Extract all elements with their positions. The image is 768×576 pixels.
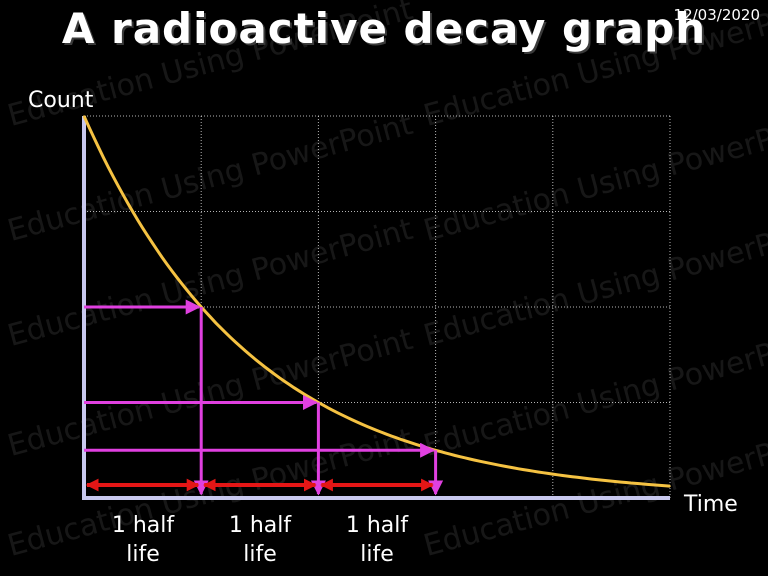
half-life-label-1: 1 half life [88,511,198,569]
curve-data-point [552,473,554,475]
curve-data-point [493,463,496,466]
curve-data-point [346,416,349,419]
curve-data-point [171,269,173,272]
half-life-label-line: 1 half [345,513,409,538]
half-life-label-line: life [126,542,160,567]
y-axis-label: Count [28,88,94,113]
decay-curve-layer [82,115,671,488]
curve-data-point [259,361,261,364]
half-life-label-3: 1 half life [322,511,432,569]
curve-data-point [522,468,525,471]
slide-date: 12/03/2020 [673,6,760,24]
curve-data-point [141,227,144,229]
curve-data-point [83,115,85,117]
curve-data-point [405,440,408,442]
curve-data-point [464,457,466,459]
curve-data-point [581,476,583,479]
curve-data-point [288,383,290,386]
half-life-markers [84,299,444,496]
half-life-label-line: 1 half [111,513,175,538]
half-life-label-2: 1 half life [205,511,315,569]
curve-data-point [639,483,642,485]
half-life-label-line: 1 half [228,513,292,538]
half-life-label-line: life [360,542,394,567]
x-axis-label: Time [684,492,738,517]
curve-data-point [112,175,115,178]
curve-data-point [229,336,232,339]
curve-data-point [669,485,671,487]
half-life-label-line: life [243,542,277,567]
curve-data-point [376,429,378,432]
curve-data-point [610,480,613,482]
slide-title: A radioactive decay graph [61,4,707,53]
